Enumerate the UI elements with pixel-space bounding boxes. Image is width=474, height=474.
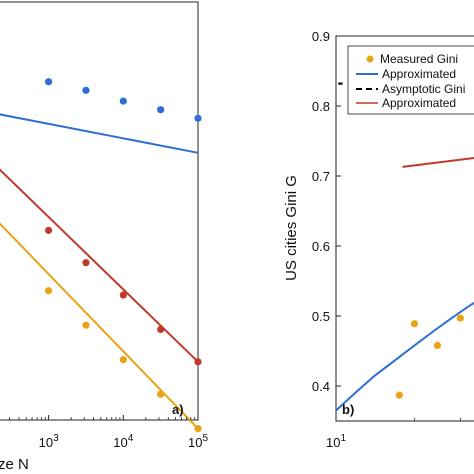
legend-label-measured: Measured Gini <box>380 52 458 66</box>
panel-b-measured-point-3 <box>456 314 464 322</box>
panel-b-legend: Measured Gini Approximated Asymptotic Gi… <box>347 45 474 115</box>
legend-marker-measured <box>366 55 374 63</box>
panel-a-x-tick-label-0: 103 <box>39 433 59 450</box>
panel-b-ticks: 0.4 0.5 0.6 0.7 0.8 0.9 101 <box>312 29 461 450</box>
panel-a-marks <box>0 78 202 433</box>
panel-b-measured-point-0 <box>395 391 403 399</box>
panel-a-x-ticks: 103 104 105 <box>9 415 208 450</box>
panel-b-y-tick-label-0: 0.4 <box>312 379 330 394</box>
panel-b-measured-point-2 <box>433 341 442 349</box>
panel-a-series-1-point-2 <box>119 291 127 299</box>
panel-a-series-0-fit-line <box>0 113 199 154</box>
panel-a-series-0-point-1 <box>82 86 90 94</box>
panel-a-series-0-point-2 <box>119 97 127 105</box>
panel-b-marks <box>335 82 474 412</box>
panel-a-series-1-point-3 <box>157 325 165 334</box>
panel-a-x-tick-label-1: 104 <box>113 433 133 450</box>
panel-a-series-2-fit-line <box>0 222 199 430</box>
panel-a-series-0-point-3 <box>157 106 165 114</box>
legend-label-approx-blue: Approximated <box>382 67 456 81</box>
panel-b-approximated-red-line <box>402 156 474 168</box>
panel-a-series-2-point-0 <box>45 287 53 295</box>
panel-b-y-axis-label: US cities Gini G <box>283 175 300 281</box>
panel-a-series-2-point-3 <box>157 390 165 398</box>
panel-a-series-2-point-2 <box>119 356 127 364</box>
panel-a-series-1-fit-line <box>0 168 199 363</box>
panel-b-y-tick-label-1: 0.5 <box>312 309 330 324</box>
panel-a-series-1-point-4 <box>194 358 202 366</box>
panel-a-series-0-point-0 <box>45 78 53 86</box>
panel-a-series-2-point-4 <box>194 425 202 433</box>
legend-label-approx-red: Approximated <box>382 96 456 110</box>
legend-label-asymptotic: Asymptotic Gini <box>382 82 465 96</box>
panel-a-frame <box>0 1 199 421</box>
panel-b: 0.4 0.5 0.6 0.7 0.8 0.9 101 US cities Gini G b… <box>283 29 474 450</box>
panel-b-y-tick-label-3: 0.7 <box>312 169 330 184</box>
panel-a-series-1-point-0 <box>45 226 53 234</box>
panel-a: 103 104 105 a) ze N <box>0 1 208 473</box>
panel-b-measured-point-1 <box>410 320 419 328</box>
panel-b-label: b) <box>342 402 354 417</box>
panel-a-series-1-point-1 <box>82 259 90 267</box>
panel-b-x-tick-label-0: 101 <box>326 433 346 450</box>
panel-b-y-tick-label-5: 0.9 <box>312 29 330 44</box>
panel-a-x-tick-label-2: 105 <box>188 433 208 450</box>
panel-b-approximated-blue-curve <box>335 301 474 412</box>
panel-a-series-0-point-4 <box>194 114 202 122</box>
panel-a-x-axis-label: ze N <box>0 456 29 473</box>
panel-b-y-tick-label-4: 0.8 <box>312 99 330 114</box>
panel-a-series-2-point-1 <box>82 321 90 329</box>
panel-a-label: a) <box>172 402 184 417</box>
panel-b-y-tick-label-2: 0.6 <box>312 239 330 254</box>
panel-b-frame <box>335 35 474 422</box>
